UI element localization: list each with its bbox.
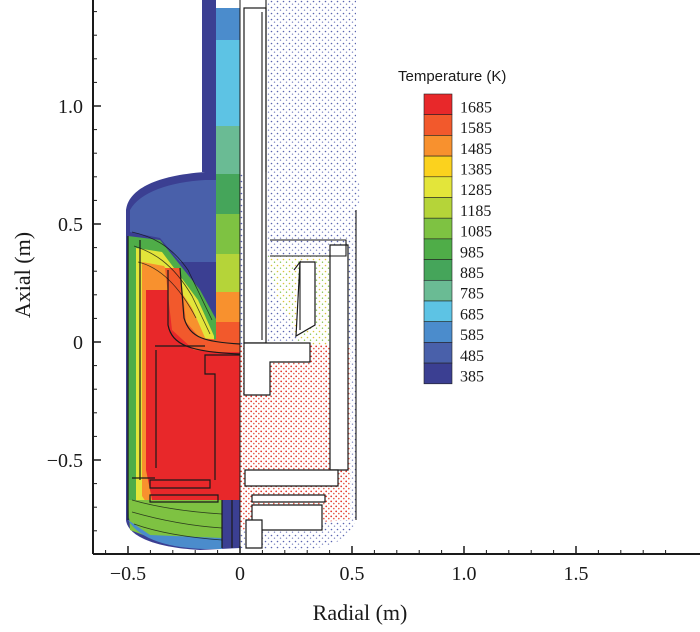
legend-label: 785: [460, 286, 484, 303]
legend-label: 1585: [460, 120, 492, 137]
legend-swatch: [423, 135, 453, 157]
legend-label: 385: [460, 368, 484, 385]
legend-swatch: [423, 321, 453, 343]
y-axis-title: Axial (m): [10, 232, 35, 318]
legend-label: 885: [460, 265, 484, 282]
y-tick-label: 0.5: [58, 214, 83, 236]
legend-label: 1085: [460, 224, 492, 241]
x-axis-ticks: −0.5 0 0.5 1.0 1.5: [105, 546, 667, 585]
legend-label: 685: [460, 306, 484, 323]
legend-swatch: [423, 300, 453, 323]
legend-swatch: [423, 342, 453, 364]
legend-label: 1185: [460, 203, 491, 220]
legend-label: 1685: [460, 99, 492, 116]
legend-label: 1385: [460, 161, 492, 178]
legend-swatch: [423, 197, 453, 219]
x-tick-label: 1.5: [564, 563, 589, 585]
x-axis-title: Radial (m): [313, 600, 408, 625]
outline-right: [261, 0, 357, 520]
contour-lines: [131, 231, 223, 541]
legend-swatch: [423, 362, 453, 385]
legend-swatch: [423, 217, 453, 240]
y-tick-label: 0: [73, 332, 83, 354]
legend-swatch: [423, 238, 453, 260]
bottom-cold-zone: [128, 520, 222, 549]
legend-swatch: [423, 259, 453, 281]
temperature-field: [126, 0, 241, 550]
legend-swatch: [423, 155, 453, 178]
stem-outer: [202, 0, 216, 172]
redan-channel: [165, 268, 222, 352]
y-axis-ticks: 1.0 0.5 0 −0.5: [47, 11, 101, 532]
legend-label: 1285: [460, 182, 492, 199]
x-tick-label: 0.5: [340, 563, 365, 585]
core-inner-zone: [150, 350, 240, 490]
legend-label: 985: [460, 244, 484, 261]
legend-swatch: [423, 93, 453, 116]
legend-swatch: [423, 279, 453, 302]
velocity-field: [240, 0, 361, 550]
legend-label: 485: [460, 348, 484, 365]
legend-label: 585: [460, 327, 484, 344]
y-tick-label: 1.0: [58, 96, 83, 118]
x-tick-label: −0.5: [110, 563, 146, 585]
legend-label: 1485: [460, 141, 492, 158]
internal-structure-right: [243, 7, 349, 549]
y-tick-label: −0.5: [47, 450, 83, 472]
legend-swatch: [423, 114, 453, 136]
legend-swatches: 1685 1585 1485 1385 1285 1185 1085 985 885 785 685…: [423, 93, 492, 385]
centre-column: [216, 8, 240, 352]
x-tick-label: 1.0: [452, 563, 477, 585]
x-tick-label: 0: [235, 563, 245, 585]
upper-plenum-zone: [130, 180, 232, 262]
legend-title: Temperature (K): [398, 68, 506, 85]
legend: Temperature (K) 1685 1585 1485 1385 1285 1185…: [398, 68, 506, 385]
legend-swatch: [423, 176, 453, 198]
